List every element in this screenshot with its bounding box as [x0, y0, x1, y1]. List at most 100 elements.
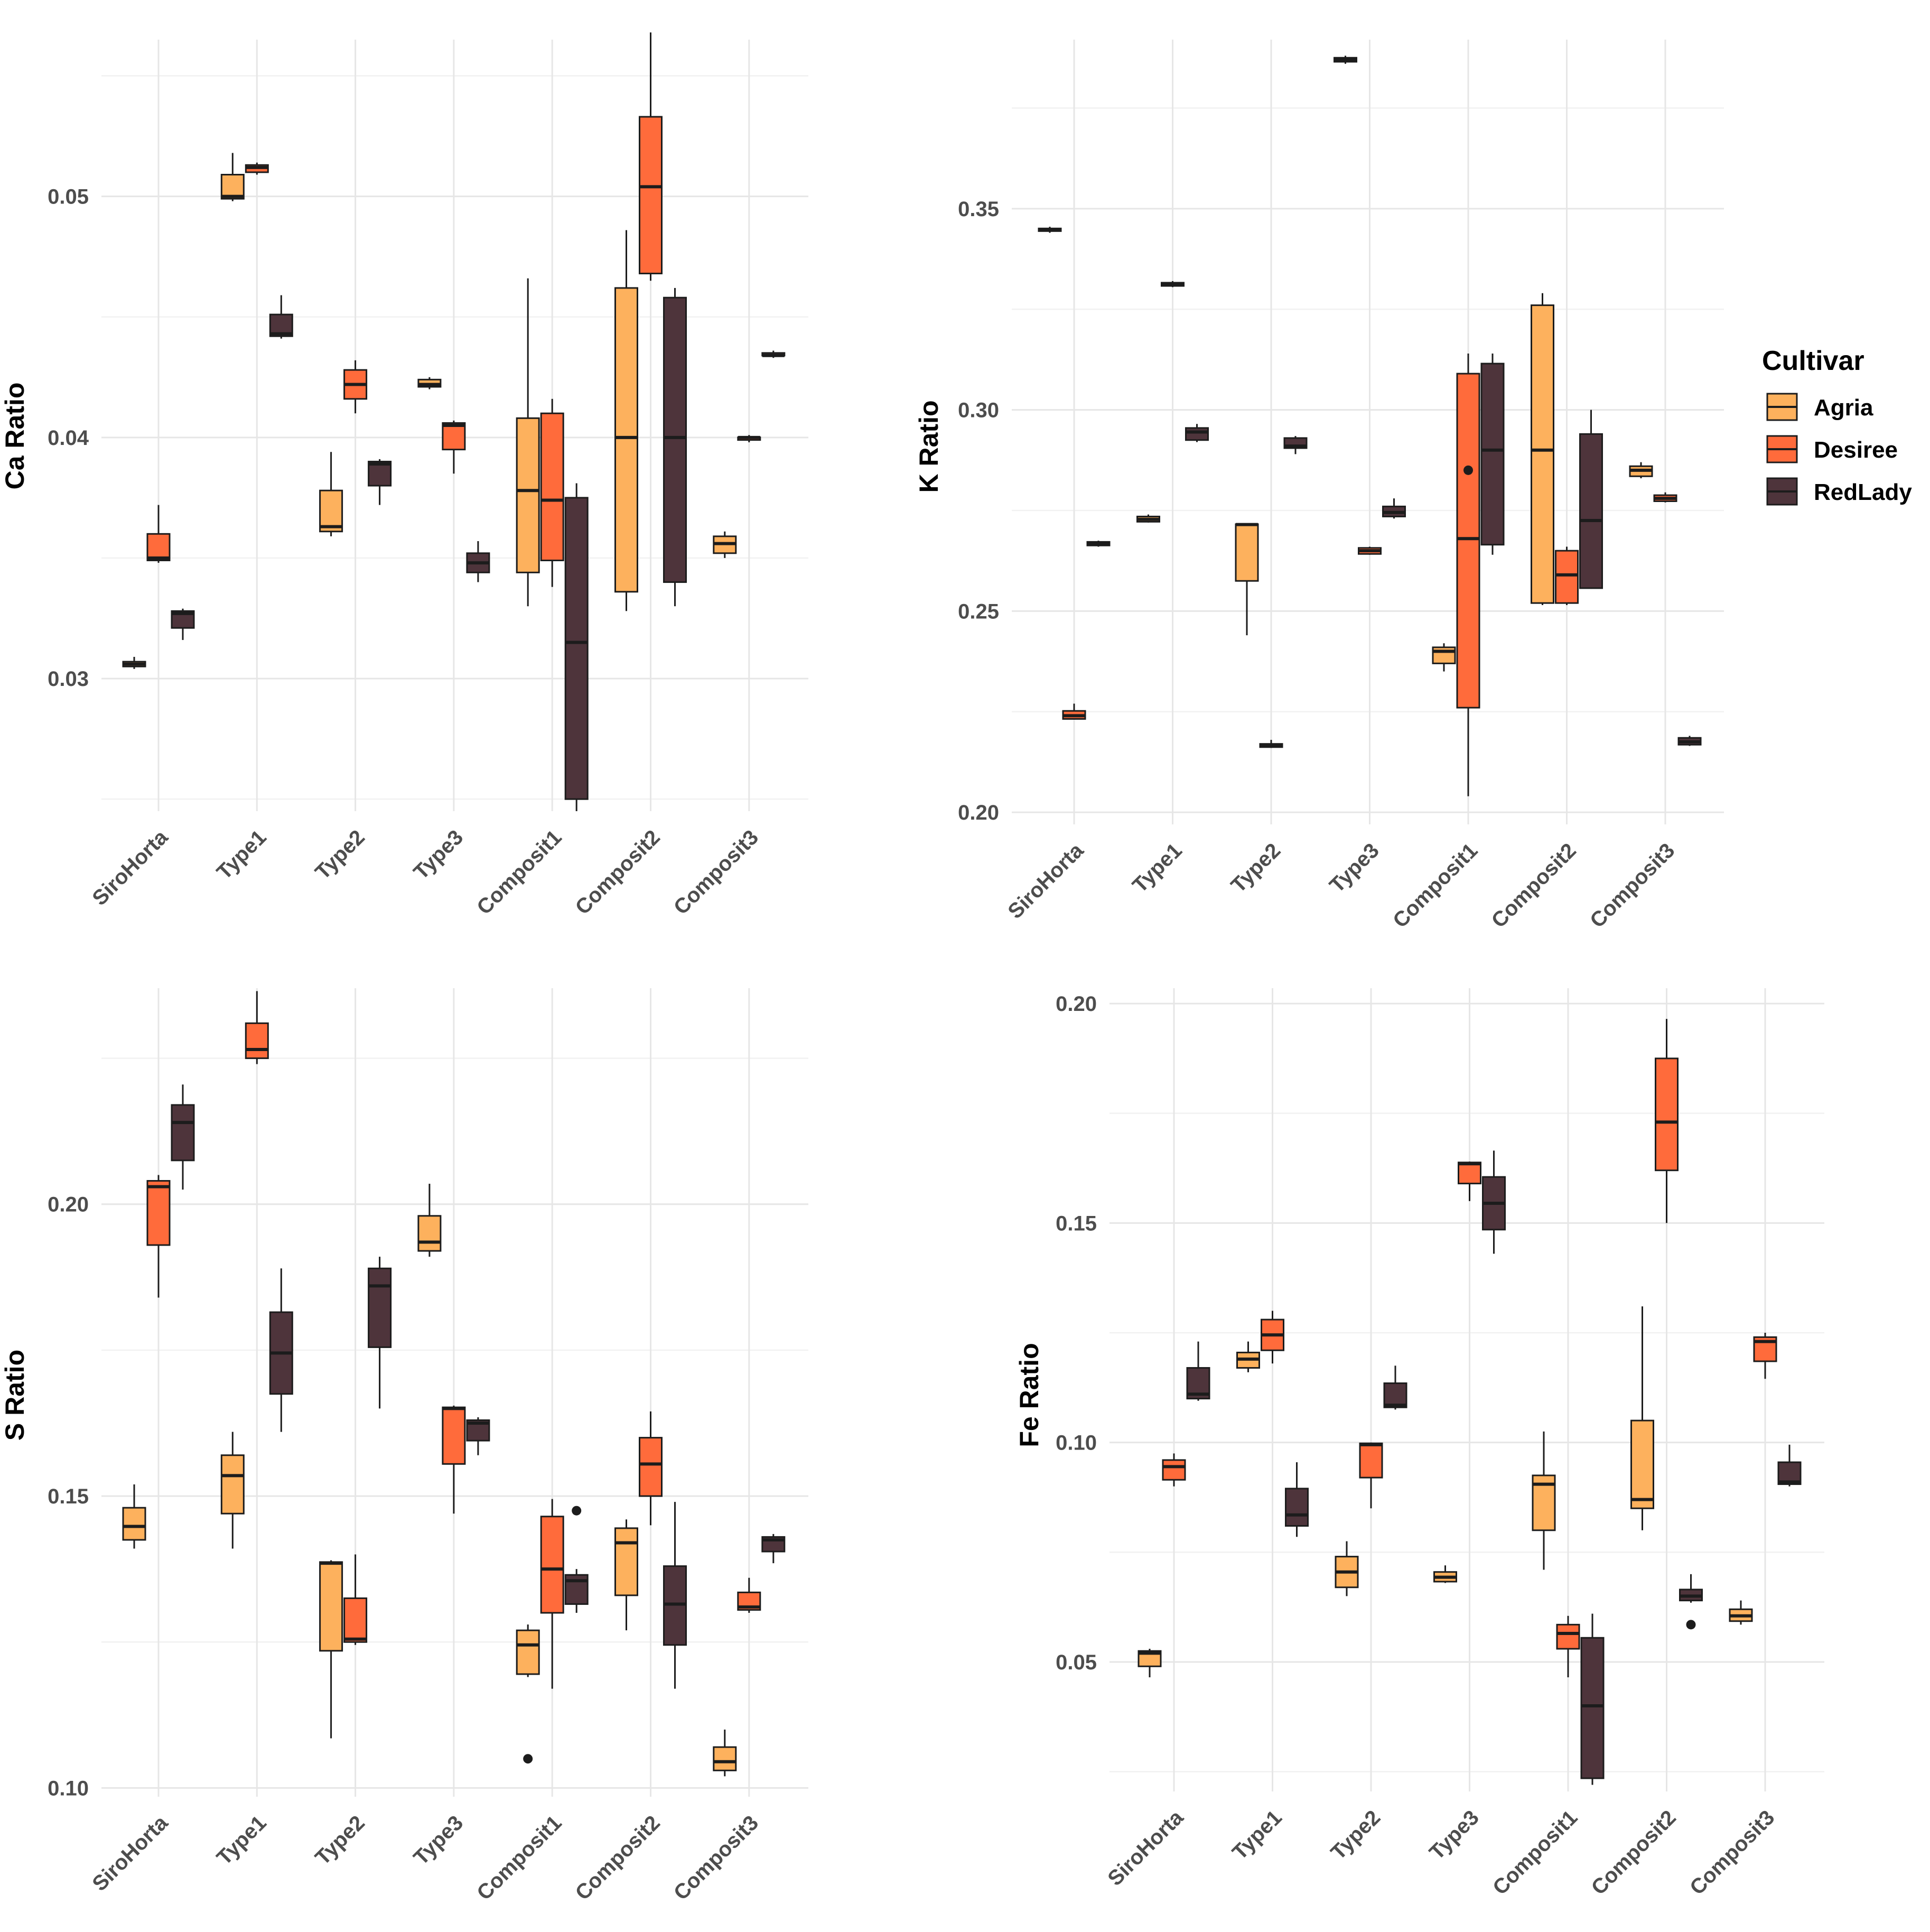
box-redlady-composit2 [1579, 410, 1603, 589]
box-agria-sirohorta [122, 657, 146, 669]
box-desiree-type2 [343, 1554, 368, 1645]
outlier-point [1463, 465, 1473, 475]
box-desiree-composit3 [737, 435, 761, 442]
box-desiree-type1 [245, 991, 269, 1064]
box-desiree-sirohorta [1062, 703, 1086, 720]
box-body [639, 116, 663, 275]
box-redlady-composit2 [663, 287, 687, 607]
box-body [1555, 550, 1579, 604]
box-redlady-sirohorta [171, 1084, 195, 1190]
box-redlady-composit1 [1580, 1613, 1605, 1785]
box-body [1458, 1162, 1481, 1185]
box-body [614, 1527, 638, 1596]
box-body [1235, 523, 1259, 582]
box-agria-type1 [220, 1432, 245, 1549]
box-redlady-type3 [1482, 1150, 1506, 1254]
box-redlady-type1 [1185, 424, 1209, 442]
box-desiree-type3 [1458, 1162, 1481, 1201]
box-desiree-sirohorta [146, 1175, 171, 1298]
box-body [146, 1180, 171, 1246]
box-body [1580, 1637, 1605, 1779]
box-body [614, 287, 638, 593]
box-body [1285, 1488, 1309, 1527]
box-desiree-composit3 [1753, 1333, 1777, 1379]
y-tick-label: 0.05 [1056, 1651, 1097, 1674]
box-agria-composit1 [1432, 643, 1456, 672]
y-tick-label: 0.03 [48, 667, 89, 691]
box-body [1556, 1623, 1580, 1650]
legend: Cultivar Agria Desiree RedLady [1762, 346, 1912, 506]
box-redlady-type1 [269, 295, 293, 339]
box-body [639, 1437, 663, 1497]
box-redlady-type1 [1285, 1462, 1309, 1537]
box-redlady-composit3 [761, 350, 786, 358]
box-body [1185, 427, 1209, 441]
y-axis-title: Ca Ratio [0, 383, 30, 490]
box-desiree-type1 [1161, 281, 1185, 287]
box-redlady-sirohorta [1186, 1341, 1210, 1401]
box-redlady-type3 [466, 1417, 490, 1455]
legend-label: Agria [1814, 395, 1873, 421]
box-body [1480, 363, 1505, 546]
box-desiree-composit2 [1555, 546, 1579, 605]
outlier-point [1686, 1620, 1696, 1630]
box-agria-composit1 [516, 1624, 540, 1764]
y-axis-title: Fe Ratio [1014, 1343, 1044, 1447]
box-redlady-sirohorta [171, 608, 195, 640]
box-desiree-type3 [1358, 546, 1382, 555]
box-agria-type3 [417, 1184, 442, 1257]
y-tick-label: 0.10 [48, 1777, 89, 1800]
box-body [220, 1454, 245, 1515]
box-desiree-composit1 [1556, 1615, 1580, 1678]
box-body [1359, 1442, 1383, 1479]
box-body [1655, 1057, 1679, 1172]
box-body [245, 1022, 269, 1060]
box-body [171, 1104, 195, 1162]
box-body [516, 1629, 540, 1675]
box-body [1531, 304, 1554, 604]
box-body [122, 1507, 146, 1541]
box-desiree-composit1 [540, 1499, 564, 1689]
box-agria-composit2 [614, 230, 638, 611]
y-tick-label: 0.20 [1056, 992, 1097, 1016]
box-agria-composit2 [1630, 1306, 1654, 1530]
box-body [1630, 1419, 1654, 1509]
box-redlady-type3 [466, 541, 490, 582]
box-redlady-sirohorta [1086, 541, 1111, 547]
box-redlady-type2 [1383, 1366, 1407, 1410]
box-desiree-composit3 [1653, 492, 1677, 503]
box-agria-type1 [220, 153, 245, 201]
legend-title: Cultivar [1762, 346, 1864, 376]
box-agria-type2 [1335, 1541, 1359, 1596]
box-agria-sirohorta [1038, 227, 1062, 233]
box-agria-composit3 [1729, 1600, 1753, 1625]
box-agria-type3 [1433, 1565, 1457, 1583]
y-tick-label: 0.10 [1056, 1432, 1097, 1455]
box-body [1432, 646, 1456, 664]
box-desiree-type2 [1359, 1442, 1383, 1509]
box-redlady-type3 [1382, 498, 1406, 519]
box-redlady-type2 [1283, 436, 1308, 454]
box-agria-composit1 [516, 278, 540, 607]
box-redlady-composit3 [1777, 1444, 1802, 1487]
box-redlady-type2 [368, 459, 392, 505]
box-body [417, 1215, 442, 1252]
box-desiree-composit1 [540, 398, 564, 587]
y-tick-label: 0.35 [958, 198, 999, 221]
box-agria-type2 [1235, 523, 1259, 636]
legend-label: RedLady [1814, 479, 1912, 505]
box-agria-composit3 [713, 1729, 737, 1777]
box-desiree-type2 [343, 360, 368, 414]
box-redlady-composit2 [663, 1502, 687, 1689]
box-body [368, 460, 392, 487]
box-body [442, 1406, 466, 1465]
y-tick-label: 0.15 [48, 1485, 89, 1508]
box-redlady-composit1 [1480, 354, 1505, 555]
box-agria-sirohorta [1138, 1649, 1162, 1678]
box-agria-composit3 [1629, 462, 1653, 479]
box-desiree-composit2 [639, 32, 663, 281]
box-desiree-composit1 [1456, 354, 1480, 796]
box-body [1383, 1382, 1407, 1408]
legend-item-agria: Agria [1766, 393, 1873, 421]
